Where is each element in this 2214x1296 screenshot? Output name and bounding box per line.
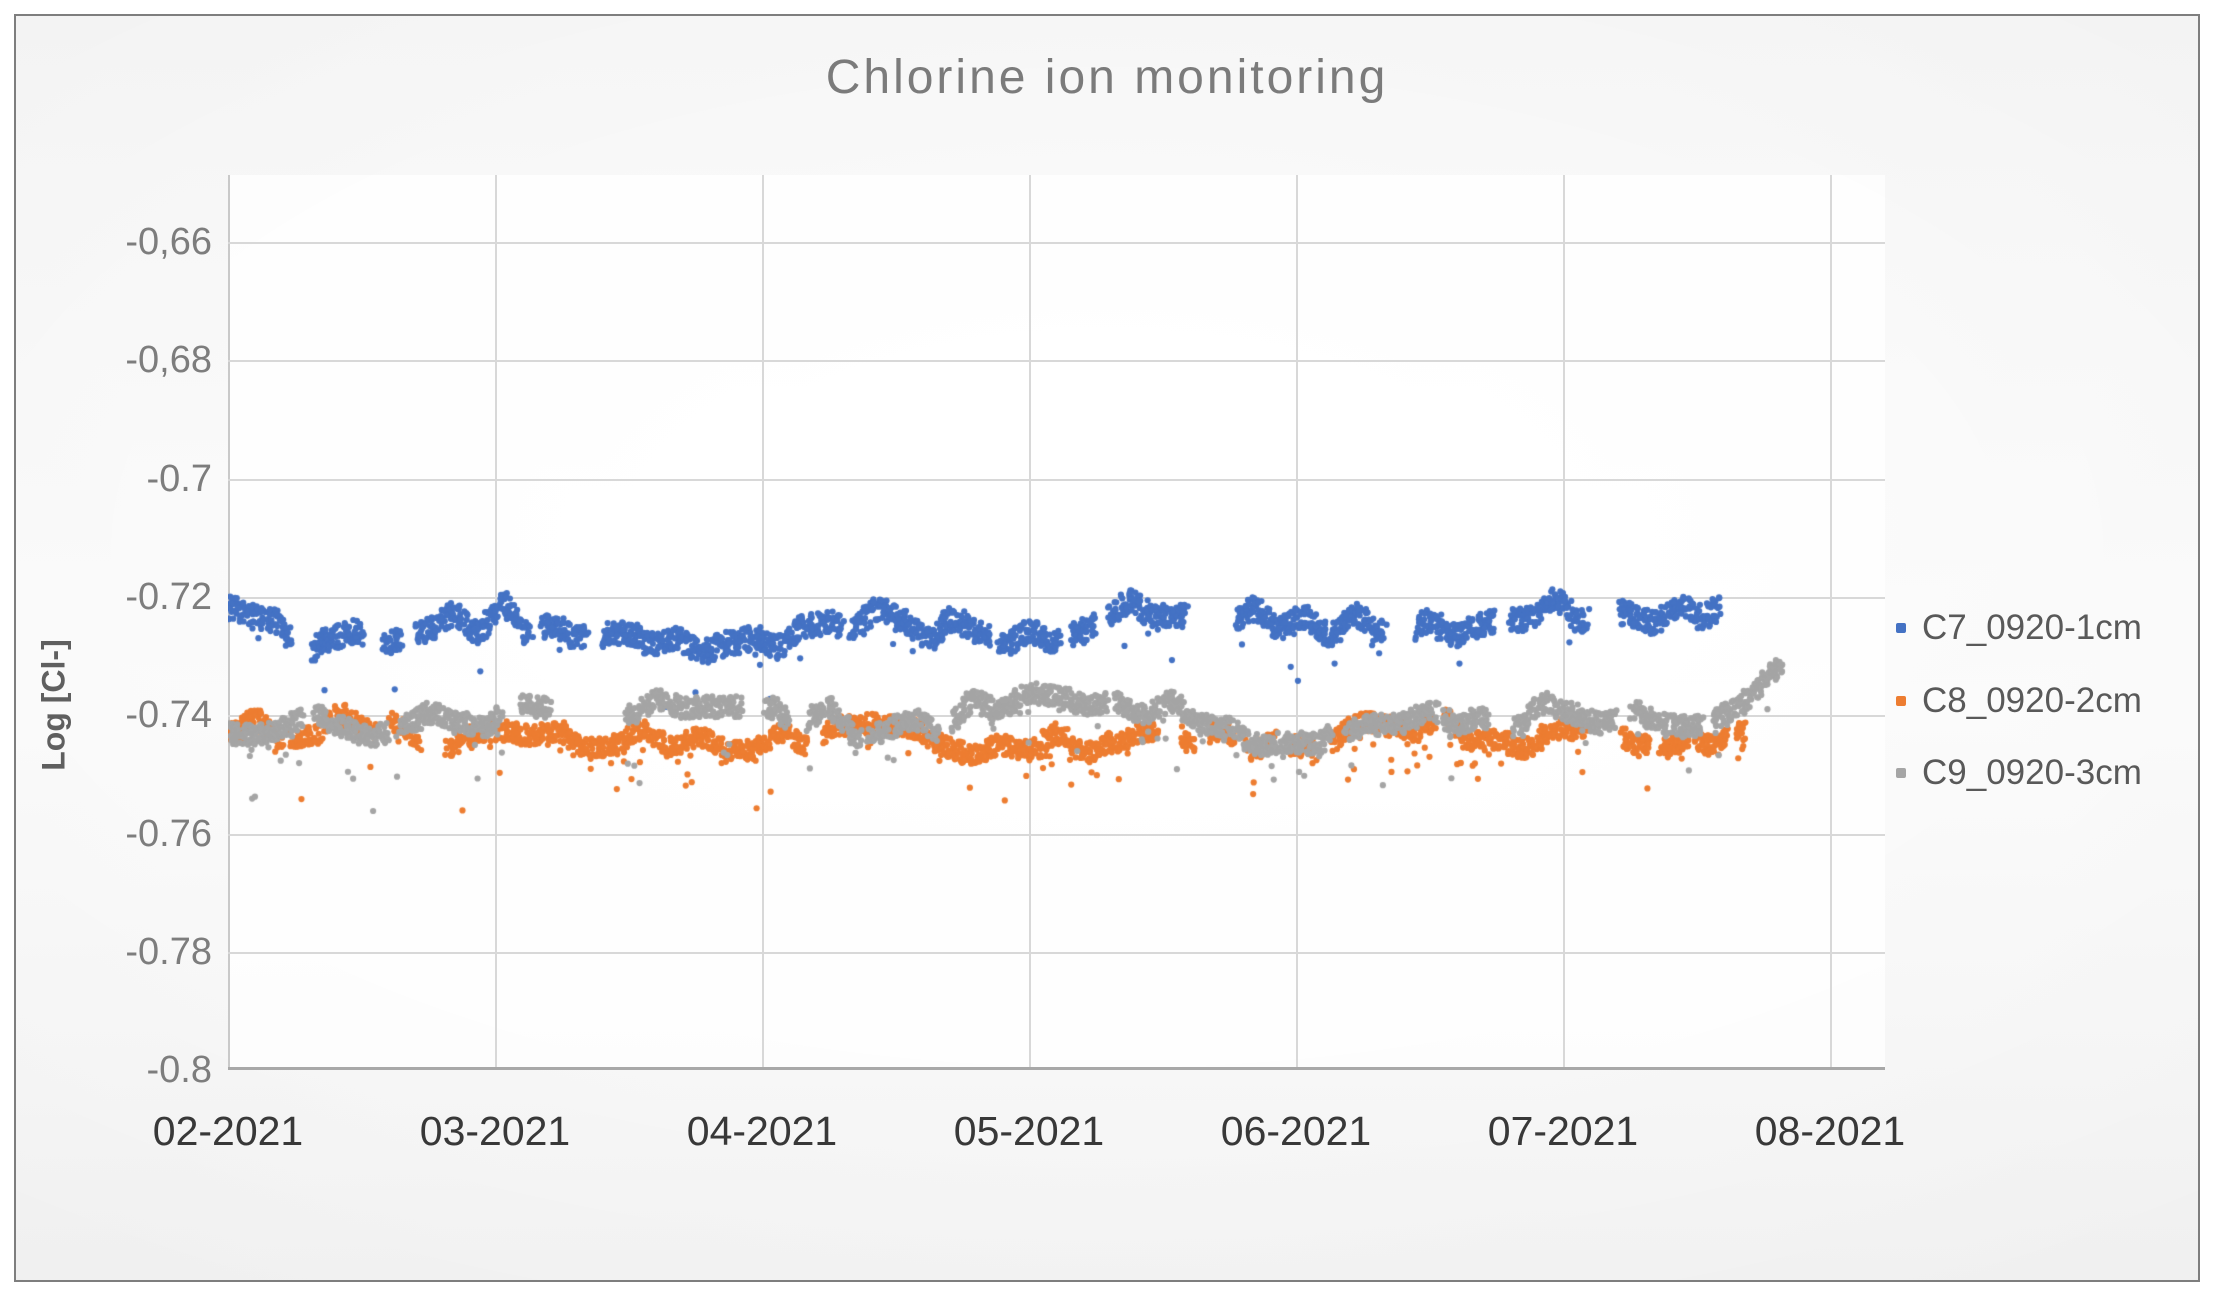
x-tick-label: 03-2021	[419, 1108, 571, 1154]
y-tick-label: -0.7	[146, 458, 212, 500]
y-axis-title: Log [Cl-]	[35, 639, 72, 771]
x-tick-label: 04-2021	[686, 1108, 838, 1154]
y-tick-label: -0.8	[146, 1049, 212, 1091]
x-tick-label: 06-2021	[1220, 1108, 1372, 1154]
legend-label: C9_0920-3cm	[1922, 753, 2142, 792]
y-tick-label: -0.72	[125, 576, 212, 618]
x-tick-label: 08-2021	[1754, 1108, 1906, 1154]
legend-label: C7_0920-1cm	[1922, 608, 2142, 647]
x-tick-label: 02-2021	[152, 1108, 304, 1154]
y-tick-label: -0.76	[125, 813, 212, 855]
chart-frame: Chlorine ion monitoring Log [Cl-] -0,66 -…	[14, 14, 2200, 1282]
x-tick-label: 05-2021	[953, 1108, 1105, 1154]
legend-marker-icon	[1896, 696, 1906, 706]
y-tick-label: -0.78	[125, 931, 212, 973]
plot-area	[228, 175, 1885, 1070]
legend-label: C8_0920-2cm	[1922, 681, 2142, 720]
y-tick-label: -0.74	[125, 694, 212, 736]
scatter-canvas	[228, 175, 1885, 1070]
y-tick-label: -0,68	[125, 339, 212, 381]
y-tick-label: -0,66	[125, 221, 212, 263]
legend-marker-icon	[1896, 768, 1906, 778]
legend-marker-icon	[1896, 623, 1906, 633]
x-tick-label: 07-2021	[1487, 1108, 1639, 1154]
chart-title: Chlorine ion monitoring	[825, 51, 1389, 104]
